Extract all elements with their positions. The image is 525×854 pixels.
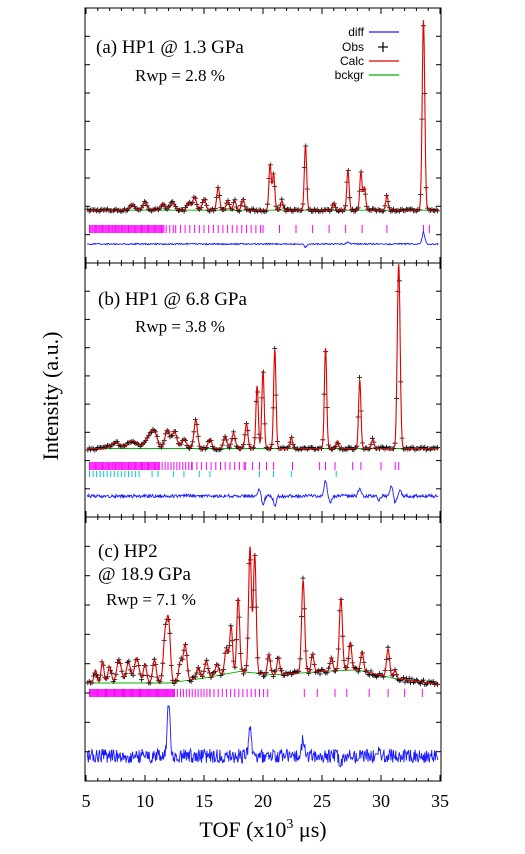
panel-c-label-line1: (c) HP2 xyxy=(98,541,158,562)
panel-c-label-line2: @ 18.9 GPa xyxy=(98,564,192,585)
x-tick-label: 15 xyxy=(195,791,213,811)
observed-point xyxy=(317,671,323,677)
observed-point xyxy=(130,672,136,678)
panel-c-plot xyxy=(85,517,441,781)
x-tick-label: 5 xyxy=(82,791,91,811)
observed-point xyxy=(300,575,306,581)
observed-point xyxy=(402,679,408,685)
x-tick-label: 30 xyxy=(372,791,390,811)
observed-point xyxy=(420,677,426,683)
y-axis-label: Intensity (a.u.) xyxy=(38,332,63,461)
legend-label-calc: Calc xyxy=(340,54,364,68)
legend-label-obs: Obs xyxy=(342,40,364,54)
x-axis-label-superscript: 3 xyxy=(286,817,293,832)
frame-ticks xyxy=(85,517,441,781)
x-tick-label: 10 xyxy=(136,791,154,811)
legend-label-bckgr: bckgr xyxy=(335,68,364,82)
legend-label-diff: diff xyxy=(348,25,364,39)
frame-ticks xyxy=(85,8,441,263)
legend-swatch-obs xyxy=(378,42,388,52)
panel-b-label: (b) HP1 @ 6.8 GPa xyxy=(98,289,247,310)
difference-curve xyxy=(86,705,439,768)
observed-point xyxy=(187,446,193,452)
panel-b-plot xyxy=(85,263,441,517)
legend: diff Obs Calc bckgr xyxy=(335,25,399,82)
reflection-ticks xyxy=(89,689,423,697)
x-axis-ticks: 5 10 15 20 25 30 35 xyxy=(82,791,450,811)
calc-curve xyxy=(87,20,439,211)
x-tick-label: 20 xyxy=(254,791,272,811)
difference-curve xyxy=(86,479,439,508)
difference-curve xyxy=(86,230,439,249)
panel-c-rwp: Rwp = 7.1 % xyxy=(106,590,196,609)
reflection-ticks xyxy=(89,462,400,470)
panel-b-rwp: Rwp = 3.8 % xyxy=(135,317,225,336)
observed-point xyxy=(222,434,228,439)
observed-point xyxy=(435,208,440,214)
reflection-ticks xyxy=(89,225,430,233)
x-tick-label: 25 xyxy=(313,791,331,811)
reflection-ticks-phase2 xyxy=(89,471,337,477)
observed-point xyxy=(139,677,145,683)
x-tick-label: 35 xyxy=(431,791,449,811)
calc-curve xyxy=(87,546,439,686)
frame-ticks xyxy=(85,263,441,517)
observed-point xyxy=(259,670,265,675)
panel-a-plot xyxy=(85,8,441,263)
panel-a-rwp: Rwp = 2.8 % xyxy=(135,66,225,85)
observed-point xyxy=(316,668,322,674)
observed-point xyxy=(357,374,363,380)
x-axis-label: TOF (x103 μs) xyxy=(199,817,326,842)
observed-point xyxy=(435,445,440,451)
calc-curve xyxy=(87,264,439,450)
observed-point xyxy=(405,678,411,684)
observed-point xyxy=(262,673,268,679)
panel-a-label: (a) HP1 @ 1.3 GPa xyxy=(96,37,244,58)
